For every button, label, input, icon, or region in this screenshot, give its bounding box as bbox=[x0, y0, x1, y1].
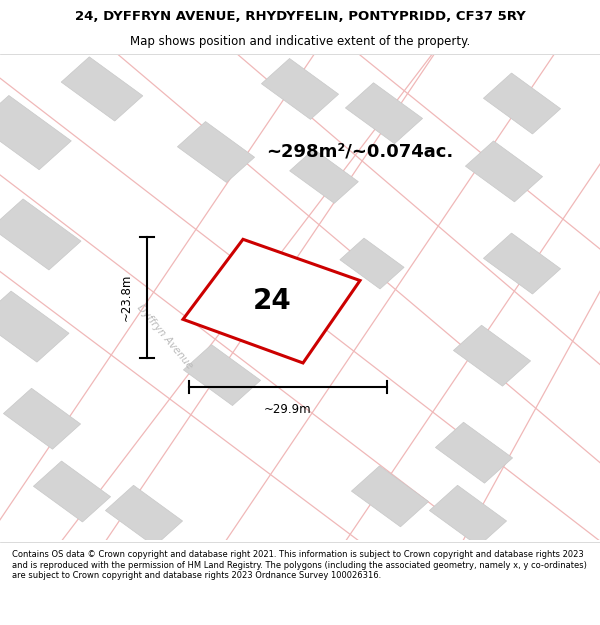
Polygon shape bbox=[0, 96, 71, 170]
Polygon shape bbox=[106, 485, 182, 546]
Polygon shape bbox=[454, 325, 530, 386]
Polygon shape bbox=[430, 485, 506, 546]
Polygon shape bbox=[262, 59, 338, 119]
Text: 24: 24 bbox=[253, 286, 292, 314]
Polygon shape bbox=[346, 82, 422, 144]
Polygon shape bbox=[484, 233, 560, 294]
Polygon shape bbox=[0, 199, 81, 270]
Text: Dyffryn Avenue: Dyffryn Avenue bbox=[135, 302, 195, 371]
Text: ~23.8m: ~23.8m bbox=[119, 274, 133, 321]
Polygon shape bbox=[484, 73, 560, 134]
Polygon shape bbox=[0, 291, 69, 362]
Text: 24, DYFFRYN AVENUE, RHYDYFELIN, PONTYPRIDD, CF37 5RY: 24, DYFFRYN AVENUE, RHYDYFELIN, PONTYPRI… bbox=[74, 10, 526, 23]
Polygon shape bbox=[436, 422, 512, 483]
Text: ~29.9m: ~29.9m bbox=[264, 402, 312, 416]
Text: Contains OS data © Crown copyright and database right 2021. This information is : Contains OS data © Crown copyright and d… bbox=[12, 550, 587, 580]
Polygon shape bbox=[4, 388, 80, 449]
Polygon shape bbox=[340, 238, 404, 289]
Polygon shape bbox=[290, 149, 358, 203]
Polygon shape bbox=[352, 466, 428, 527]
Polygon shape bbox=[184, 344, 260, 406]
Text: Map shows position and indicative extent of the property.: Map shows position and indicative extent… bbox=[130, 35, 470, 48]
Polygon shape bbox=[183, 239, 360, 363]
Text: ~298m²/~0.074ac.: ~298m²/~0.074ac. bbox=[266, 143, 454, 161]
Polygon shape bbox=[34, 461, 110, 522]
Polygon shape bbox=[178, 121, 254, 182]
Polygon shape bbox=[61, 57, 143, 121]
Polygon shape bbox=[466, 141, 542, 202]
